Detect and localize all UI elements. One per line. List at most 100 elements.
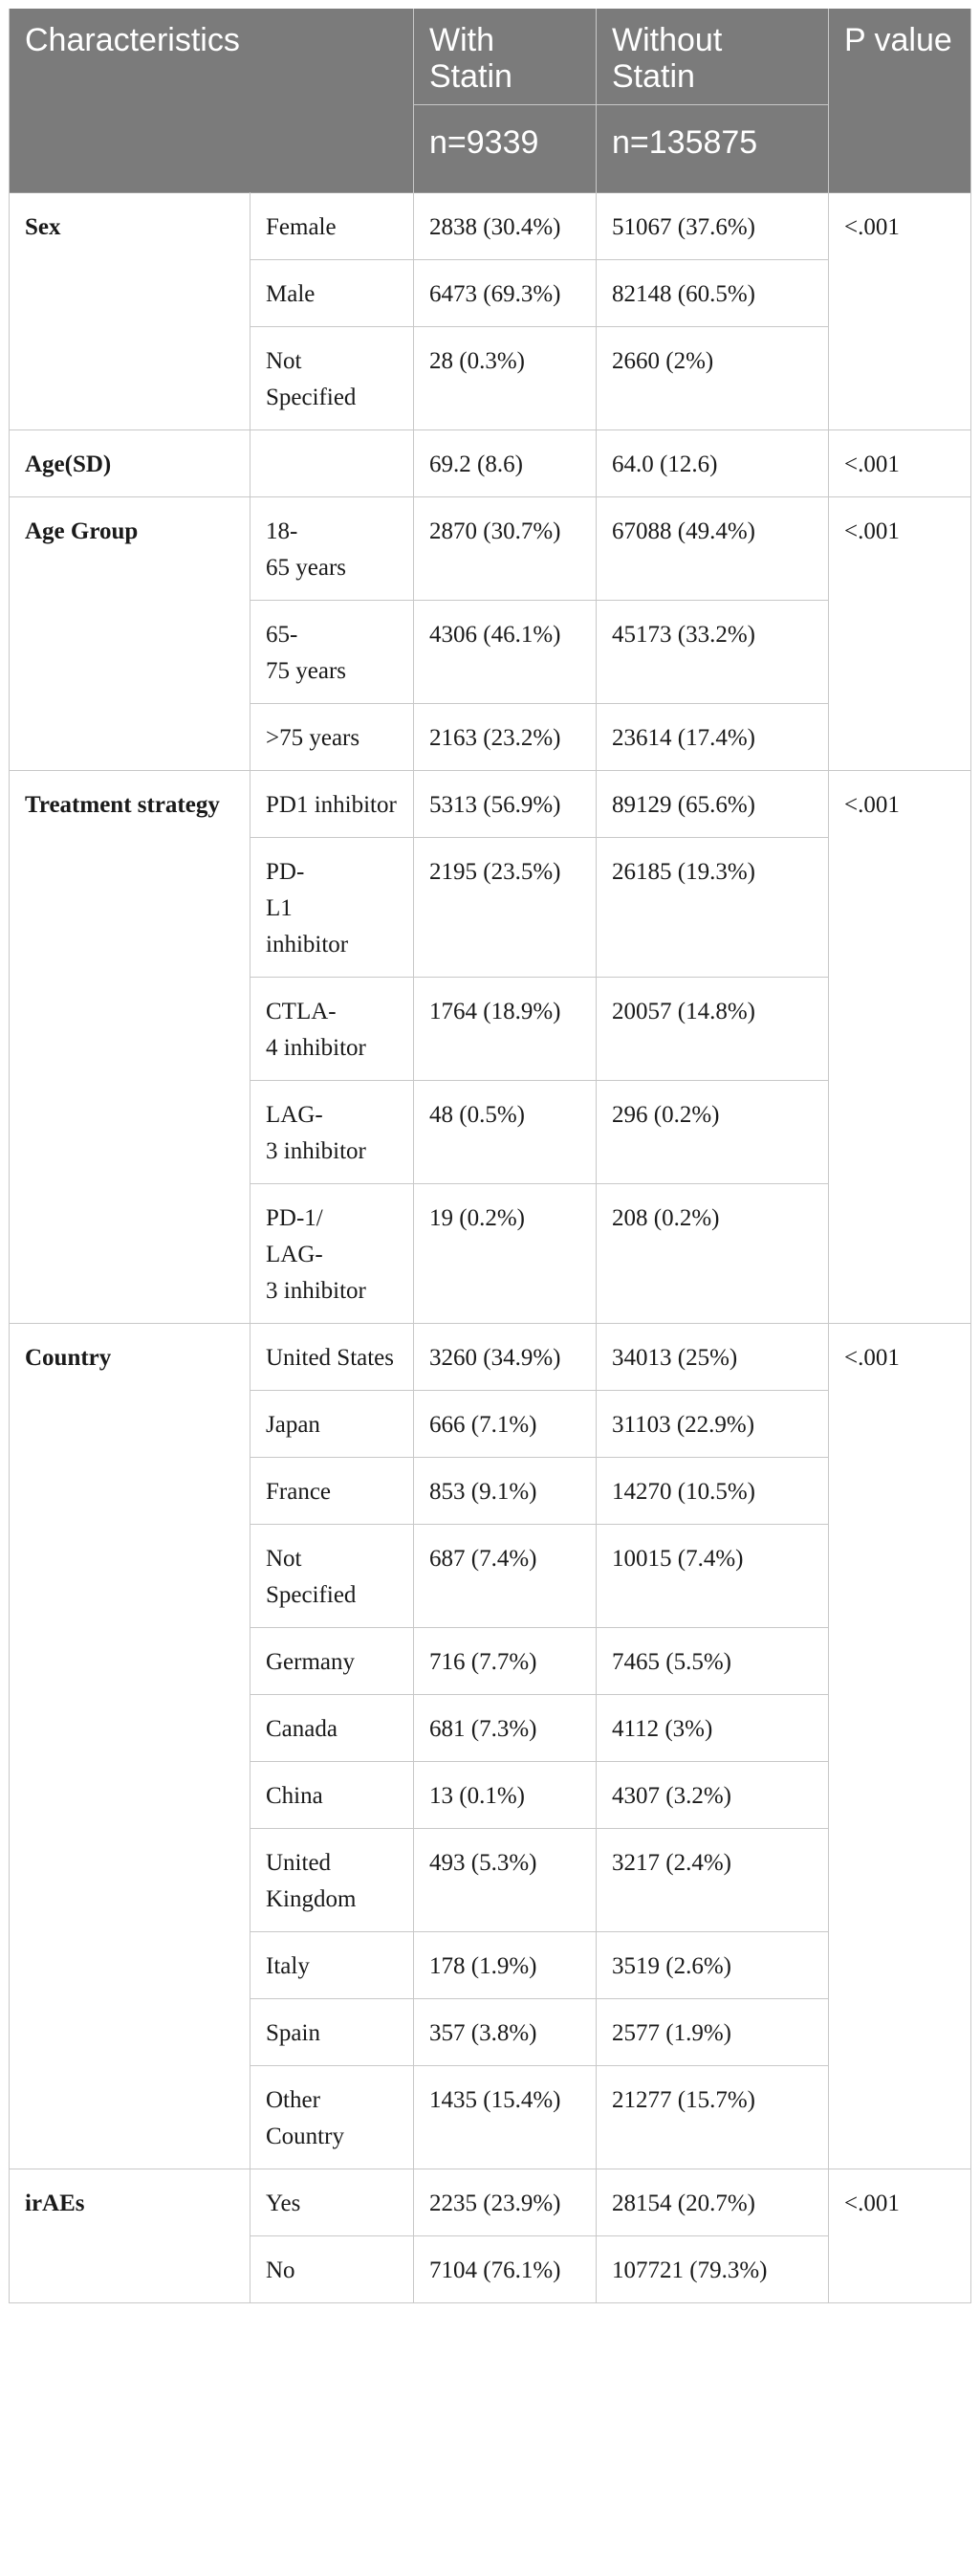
with-statin-cell: 7104 (76.1%) (413, 2235, 597, 2303)
p-value-cell: <.001 (828, 2169, 971, 2303)
with-statin-cell: 357 (3.8%) (413, 1998, 597, 2066)
category-cell: Sex (9, 192, 250, 430)
category-cell: Age Group (9, 496, 250, 771)
subgroup-cell (250, 429, 414, 497)
subgroup-cell: Germany (250, 1627, 414, 1695)
table-row: PD-1/LAG- 3 inhibitor 19 (0.2%) 208 (0.2%) (10, 1183, 971, 1324)
table-row: Spain 357 (3.8%) 2577 (1.9%) (10, 1998, 971, 2066)
table-row: United Kingdom 493 (5.3%) 3217 (2.4%) (10, 1828, 971, 1932)
subgroup-cell: Italy (250, 1931, 414, 1999)
table-row: LAG- 3 inhibitor 48 (0.5%) 296 (0.2%) (10, 1080, 971, 1184)
without-statin-cell: 10015 (7.4%) (596, 1524, 829, 1628)
without-statin-cell: 26185 (19.3%) (596, 837, 829, 978)
subgroup-cell: PD-1/LAG- 3 inhibitor (250, 1183, 414, 1324)
without-statin-cell: 34013 (25%) (596, 1323, 829, 1391)
without-statin-cell: 67088 (49.4%) (596, 496, 829, 601)
subgroup-cell: France (250, 1457, 414, 1525)
table-row: PD- L1 inhibitor 2195 (23.5%) 26185 (19.3%) (10, 837, 971, 978)
with-statin-cell: 19 (0.2%) (413, 1183, 597, 1324)
category-cell: Age(SD) (9, 429, 250, 497)
table-row: Germany 716 (7.7%) 7465 (5.5%) (10, 1627, 971, 1695)
subgroup-cell: LAG- 3 inhibitor (250, 1080, 414, 1184)
with-statin-cell: 2838 (30.4%) (413, 192, 597, 260)
header-n-without-statin: n=135875 (596, 104, 829, 193)
with-statin-cell: 1435 (15.4%) (413, 2065, 597, 2169)
subgroup-cell: Female (250, 192, 414, 260)
table-header: Characteristics With Statin Without Stat… (9, 9, 971, 193)
table-row: Sex Female 2838 (30.4%) 51067 (37.6%) <.001 (9, 192, 971, 430)
header-with-statin: With Statin (413, 9, 597, 105)
subgroup-cell: China (250, 1761, 414, 1829)
subgroup-cell: Japan (250, 1390, 414, 1458)
without-statin-cell: 89129 (65.6%) (596, 770, 829, 838)
with-statin-cell: 853 (9.1%) (413, 1457, 597, 1525)
without-statin-cell: 4307 (3.2%) (596, 1761, 829, 1829)
table-row: China 13 (0.1%) 4307 (3.2%) (10, 1761, 971, 1829)
category-cell: Country (9, 1323, 250, 2169)
with-statin-cell: 6473 (69.3%) (413, 259, 597, 327)
header-n-with-statin: n=9339 (413, 104, 597, 193)
p-value-cell: <.001 (828, 770, 971, 1324)
table-row: irAEs Yes 2235 (23.9%) 28154 (20.7%) <.001 (9, 2169, 971, 2303)
subgroup-cell: Not Specified (250, 1524, 414, 1628)
table-row: Canada 681 (7.3%) 4112 (3%) (10, 1694, 971, 1762)
subgroup-cell: Yes (250, 2169, 414, 2236)
table-body: Sex Female 2838 (30.4%) 51067 (37.6%) <.001 M… (9, 192, 971, 2303)
table-row: CTLA- 4 inhibitor 1764 (18.9%) 20057 (14.8%… (10, 977, 971, 1081)
with-statin-cell: 178 (1.9%) (413, 1931, 597, 1999)
subgroup-cell: United States (250, 1323, 414, 1391)
with-statin-cell: 2195 (23.5%) (413, 837, 597, 978)
with-statin-cell: 4306 (46.1%) (413, 600, 597, 704)
p-value-cell: <.001 (828, 192, 971, 430)
without-statin-cell: 28154 (20.7%) (596, 2169, 829, 2236)
without-statin-cell: 14270 (10.5%) (596, 1457, 829, 1525)
category-cell: irAEs (9, 2169, 250, 2303)
without-statin-cell: 31103 (22.9%) (596, 1390, 829, 1458)
with-statin-cell: 681 (7.3%) (413, 1694, 597, 1762)
with-statin-cell: 2235 (23.9%) (413, 2169, 597, 2236)
characteristics-table: Characteristics With Statin Without Stat… (9, 9, 971, 2303)
without-statin-cell: 64.0 (12.6) (596, 429, 829, 497)
with-statin-cell: 2870 (30.7%) (413, 496, 597, 601)
with-statin-cell: 69.2 (8.6) (413, 429, 597, 497)
p-value-cell: <.001 (828, 429, 971, 497)
table-row: Male 6473 (69.3%) 82148 (60.5%) (10, 259, 971, 327)
subgroup-cell: Not Specified (250, 326, 414, 430)
with-statin-cell: 1764 (18.9%) (413, 977, 597, 1081)
table-row: No 7104 (76.1%) 107721 (79.3%) (10, 2235, 971, 2303)
without-statin-cell: 2660 (2%) (596, 326, 829, 430)
subgroup-cell: Canada (250, 1694, 414, 1762)
subgroup-cell: United Kingdom (250, 1828, 414, 1932)
with-statin-cell: 13 (0.1%) (413, 1761, 597, 1829)
with-statin-cell: 687 (7.4%) (413, 1524, 597, 1628)
table-row: Italy 178 (1.9%) 3519 (2.6%) (10, 1931, 971, 1999)
with-statin-cell: 48 (0.5%) (413, 1080, 597, 1184)
table-row: Age Group 18- 65 years 2870 (30.7%) 67088 (4… (9, 496, 971, 771)
subgroup-cell: Other Country (250, 2065, 414, 2169)
without-statin-cell: 51067 (37.6%) (596, 192, 829, 260)
without-statin-cell: 2577 (1.9%) (596, 1998, 829, 2066)
without-statin-cell: 4112 (3%) (596, 1694, 829, 1762)
without-statin-cell: 208 (0.2%) (596, 1183, 829, 1324)
category-cell: Treatment strategy (9, 770, 250, 1324)
with-statin-cell: 5313 (56.9%) (413, 770, 597, 838)
subgroup-cell: PD1 inhibitor (250, 770, 414, 838)
table-row: >75 years 2163 (23.2%) 23614 (17.4%) (10, 703, 971, 771)
subgroup-cell: No (250, 2235, 414, 2303)
subgroup-cell: 65- 75 years (250, 600, 414, 704)
subgroup-cell: 18- 65 years (250, 496, 414, 601)
subgroup-cell: Male (250, 259, 414, 327)
header-without-statin: Without Statin (596, 9, 829, 105)
subgroup-cell: Spain (250, 1998, 414, 2066)
with-statin-cell: 493 (5.3%) (413, 1828, 597, 1932)
without-statin-cell: 7465 (5.5%) (596, 1627, 829, 1695)
without-statin-cell: 45173 (33.2%) (596, 600, 829, 704)
table-row: Country United States 3260 (34.9%) 34013 (2… (9, 1323, 971, 2169)
with-statin-cell: 2163 (23.2%) (413, 703, 597, 771)
with-statin-cell: 716 (7.7%) (413, 1627, 597, 1695)
table-row: Japan 666 (7.1%) 31103 (22.9%) (10, 1390, 971, 1458)
with-statin-cell: 3260 (34.9%) (413, 1323, 597, 1391)
p-value-cell: <.001 (828, 496, 971, 771)
table-row: France 853 (9.1%) 14270 (10.5%) (10, 1457, 971, 1525)
subgroup-cell: >75 years (250, 703, 414, 771)
